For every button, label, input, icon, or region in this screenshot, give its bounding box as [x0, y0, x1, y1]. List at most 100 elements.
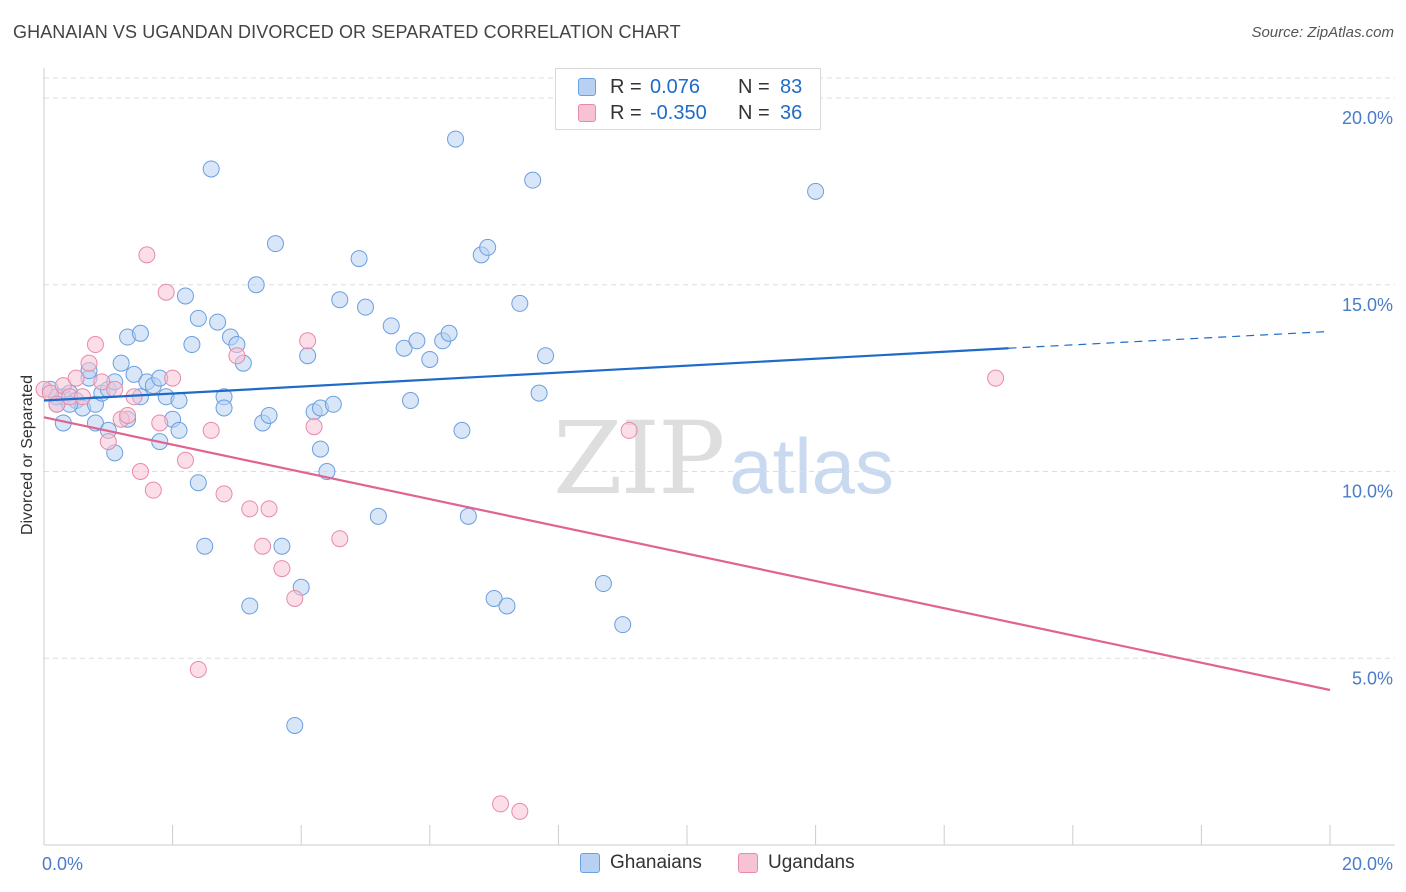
- y-tick-label: 5.0%: [1352, 668, 1393, 688]
- point-ugandans: [228, 347, 246, 365]
- point-ghanaians: [183, 336, 201, 354]
- point-ghanaians: [215, 399, 233, 417]
- point-ghanaians: [311, 440, 329, 458]
- point-ugandans: [254, 537, 272, 555]
- y-axis-label: Divorced or Separated: [19, 375, 36, 535]
- legend-n-label: N =: [738, 75, 770, 98]
- point-ghanaians: [170, 392, 188, 410]
- point-ghanaians: [324, 395, 342, 413]
- point-ghanaians: [170, 421, 188, 439]
- point-ugandans: [131, 463, 149, 480]
- point-ghanaians: [453, 421, 471, 439]
- point-ugandans: [987, 369, 1005, 387]
- point-ugandans: [86, 336, 104, 354]
- series-legend: Ghanaians Ugandans: [0, 852, 1406, 878]
- point-ghanaians: [537, 347, 555, 365]
- point-ugandans: [74, 388, 92, 406]
- point-ghanaians: [807, 182, 825, 200]
- point-ghanaians: [260, 406, 278, 424]
- point-ugandans: [157, 283, 175, 301]
- point-ghanaians: [479, 238, 497, 256]
- legend-n-value: 83: [780, 75, 803, 98]
- point-ghanaians: [331, 291, 349, 309]
- series-swatch-ugandans: [738, 853, 758, 873]
- point-ugandans: [80, 354, 98, 372]
- trend-lines: [43, 330, 1331, 692]
- point-ugandans: [202, 421, 220, 439]
- data-points: [35, 130, 1005, 820]
- point-ghanaians: [440, 324, 458, 342]
- point-ghanaians: [131, 324, 149, 342]
- point-ghanaians: [402, 392, 420, 410]
- trend-line-extension-ghanaians: [1008, 330, 1331, 349]
- point-ghanaians: [112, 354, 130, 372]
- point-ugandans: [144, 481, 162, 499]
- point-ugandans: [273, 560, 291, 578]
- point-ugandans: [215, 485, 233, 503]
- point-ugandans: [620, 421, 638, 439]
- y-tick-label: 10.0%: [1342, 482, 1393, 502]
- legend-swatch-ugandans: [578, 104, 596, 122]
- legend-r-value: 0.076: [650, 75, 701, 98]
- point-ghanaians: [202, 160, 220, 178]
- series-label-ghanaians: Ghanaians: [610, 852, 702, 873]
- point-ghanaians: [357, 298, 374, 316]
- point-ghanaians: [176, 287, 194, 305]
- point-ghanaians: [498, 597, 516, 615]
- point-ghanaians: [594, 575, 612, 593]
- point-ugandans: [119, 406, 137, 424]
- point-ghanaians: [266, 235, 284, 253]
- legend-swatch-ghanaians: [578, 78, 596, 96]
- point-ghanaians: [511, 294, 529, 312]
- legend-r-value: -0.350: [650, 101, 707, 124]
- legend-row-ghanaians: R = 0.076 N = 83: [578, 75, 802, 99]
- point-ghanaians: [299, 347, 317, 365]
- point-ghanaians: [125, 365, 143, 383]
- trend-line-ghanaians: [43, 347, 1009, 402]
- legend-n-label: N =: [738, 101, 770, 124]
- point-ghanaians: [382, 317, 400, 335]
- point-ugandans: [67, 369, 85, 387]
- point-ghanaians: [273, 537, 291, 555]
- point-ghanaians: [395, 339, 413, 357]
- point-ugandans: [189, 660, 207, 678]
- legend-r-label: R =: [610, 75, 642, 98]
- point-ghanaians: [241, 597, 259, 615]
- point-ugandans: [492, 795, 510, 813]
- point-ghanaians: [530, 384, 548, 402]
- point-ugandans: [106, 380, 124, 398]
- x-tick-label: 0.0%: [42, 854, 83, 874]
- point-ugandans: [299, 332, 317, 350]
- point-ugandans: [151, 414, 169, 432]
- point-ghanaians: [614, 616, 632, 634]
- point-ghanaians: [196, 537, 214, 555]
- point-ghanaians: [485, 589, 503, 607]
- point-ugandans: [176, 451, 194, 469]
- point-ugandans: [511, 802, 529, 820]
- legend-n-value: 36: [780, 101, 803, 124]
- y-tick-label: 20.0%: [1342, 108, 1393, 128]
- series-legend-ugandans[interactable]: Ugandans: [738, 852, 855, 874]
- point-ghanaians: [350, 250, 368, 268]
- legend-r-label: R =: [610, 101, 642, 124]
- y-tick-label: 15.0%: [1342, 295, 1393, 315]
- point-ghanaians: [459, 507, 477, 525]
- point-ghanaians: [209, 313, 227, 331]
- point-ghanaians: [408, 332, 426, 350]
- legend-row-ugandans: R = -0.350 N = 36: [578, 101, 802, 125]
- point-ugandans: [93, 373, 111, 391]
- point-ugandans: [305, 418, 323, 436]
- series-legend-ghanaians[interactable]: Ghanaians: [580, 852, 702, 874]
- stats-legend: R = 0.076 N = 83 R = -0.350 N = 36: [555, 68, 821, 130]
- point-ghanaians: [421, 350, 439, 368]
- chart-source: Source: ZipAtlas.com: [1251, 24, 1394, 41]
- x-tick-label: 20.0%: [1342, 854, 1393, 874]
- point-ugandans: [331, 530, 349, 548]
- point-ghanaians: [189, 309, 207, 327]
- point-ghanaians: [189, 474, 207, 492]
- point-ghanaians: [524, 171, 542, 189]
- chart-title: GHANAIAN VS UGANDAN DIVORCED OR SEPARATE…: [13, 22, 681, 42]
- point-ugandans: [99, 433, 117, 451]
- point-ghanaians: [286, 716, 304, 734]
